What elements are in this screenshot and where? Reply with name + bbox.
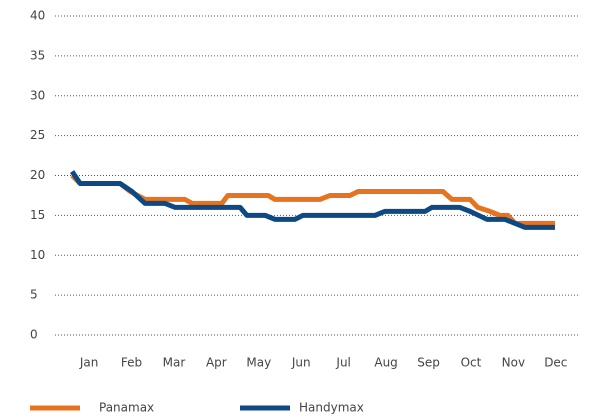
x-tick-label: Apr: [206, 356, 227, 370]
line: [70, 170, 555, 230]
x-tick-label: Jul: [335, 356, 350, 370]
x-tick-label: Jan: [79, 356, 99, 370]
y-tick-label: 25: [30, 128, 45, 142]
y-tick-label: 20: [30, 168, 45, 182]
x-tick-label: Nov: [502, 356, 525, 370]
x-tick-label: Jun: [291, 356, 311, 370]
y-tick-label: 35: [30, 48, 45, 62]
legend-label: Panamax: [99, 401, 154, 415]
y-tick-label: 15: [30, 208, 45, 222]
x-tick-label: Aug: [374, 356, 397, 370]
y-tick-label: 10: [30, 248, 45, 262]
y-tick-label: 5: [30, 288, 38, 302]
x-tick-label: Sep: [417, 356, 440, 370]
x-tick-label: Mar: [163, 356, 186, 370]
y-tick-label: 0: [30, 328, 38, 342]
x-tick-label: Oct: [461, 356, 482, 370]
y-tick-label: 40: [30, 9, 45, 23]
x-tick-label: Feb: [121, 356, 142, 370]
x-tick-label: May: [246, 356, 271, 370]
x-tick-label: Dec: [544, 356, 567, 370]
legend-label: Handymax: [299, 401, 364, 415]
y-tick-label: 30: [30, 88, 45, 102]
